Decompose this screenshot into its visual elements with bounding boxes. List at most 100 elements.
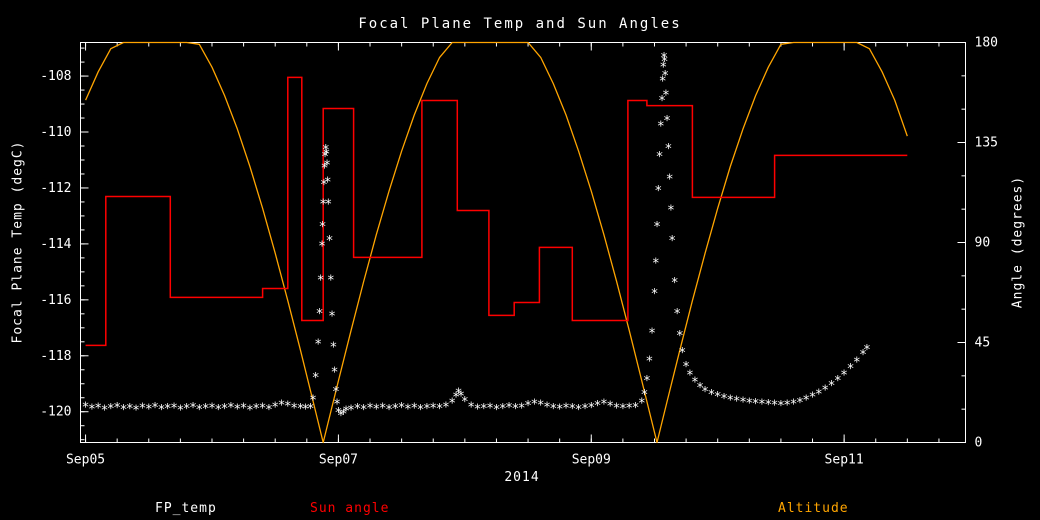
svg-text:*: * — [720, 392, 728, 407]
svg-text:*: * — [164, 402, 172, 417]
svg-text:*: * — [581, 402, 589, 417]
svg-text:*: * — [176, 403, 184, 418]
svg-text:*: * — [764, 398, 772, 413]
svg-text:*: * — [549, 402, 557, 417]
svg-text:Sep07: Sep07 — [319, 453, 358, 468]
svg-text:*: * — [659, 61, 667, 76]
svg-text:*: * — [326, 234, 334, 249]
svg-text:*: * — [233, 403, 241, 418]
svg-text:*: * — [333, 398, 341, 413]
svg-text:*: * — [613, 401, 621, 416]
svg-text:*: * — [714, 390, 722, 405]
svg-text:*: * — [530, 398, 538, 413]
svg-text:*: * — [332, 385, 340, 400]
svg-text:*: * — [329, 340, 337, 355]
svg-text:-118: -118 — [40, 349, 71, 364]
legend-sun-angle: Sun angle — [310, 501, 390, 516]
svg-text:*: * — [195, 403, 203, 418]
svg-text:*: * — [398, 401, 406, 416]
svg-text:*: * — [562, 401, 570, 416]
svg-text:*: * — [321, 150, 329, 165]
svg-text:*: * — [771, 399, 779, 414]
svg-text:*: * — [486, 401, 494, 416]
svg-text:*: * — [619, 402, 627, 417]
svg-text:*: * — [638, 396, 646, 411]
svg-text:*: * — [385, 403, 393, 418]
svg-text:*: * — [853, 356, 861, 371]
svg-text:*: * — [240, 402, 248, 417]
svg-text:90: 90 — [975, 236, 991, 251]
svg-text:*: * — [802, 394, 810, 409]
svg-text:*: * — [88, 403, 96, 418]
svg-text:*: * — [323, 159, 331, 174]
svg-text:45: 45 — [975, 336, 991, 351]
svg-text:*: * — [331, 366, 339, 381]
svg-text:*: * — [678, 346, 686, 361]
svg-text:*: * — [126, 402, 134, 417]
svg-text:*: * — [259, 401, 267, 416]
svg-text:*: * — [745, 396, 753, 411]
svg-text:*: * — [360, 403, 368, 418]
svg-text:*: * — [316, 307, 324, 322]
svg-text:*: * — [366, 401, 374, 416]
svg-text:*: * — [372, 403, 380, 418]
svg-text:*: * — [157, 403, 165, 418]
svg-text:*: * — [575, 403, 583, 418]
svg-text:*: * — [752, 397, 760, 412]
svg-text:*: * — [859, 348, 867, 363]
svg-text:*: * — [436, 402, 444, 417]
svg-text:*: * — [302, 403, 310, 418]
svg-text:*: * — [82, 401, 90, 416]
svg-text:*: * — [654, 184, 662, 199]
chart-title: Focal Plane Temp and Sun Angles — [358, 16, 682, 32]
tick-labels: Sep05 Sep07 Sep09 Sep11 -108 -110 -112 -114 -116… — [40, 36, 998, 468]
svg-text:Sep09: Sep09 — [572, 453, 611, 468]
svg-text:*: * — [324, 198, 332, 213]
svg-text:*: * — [278, 399, 286, 414]
svg-text:*: * — [663, 114, 671, 129]
svg-text:*: * — [821, 384, 829, 399]
svg-text:*: * — [660, 51, 668, 66]
left-axis-label: Focal Plane Temp (degC) — [10, 140, 26, 344]
svg-text:*: * — [809, 391, 817, 406]
svg-text:*: * — [347, 403, 355, 418]
svg-text:*: * — [321, 161, 329, 176]
svg-text:*: * — [518, 402, 526, 417]
sun-angle-series — [85, 76, 908, 347]
svg-text:*: * — [758, 398, 766, 413]
svg-text:*: * — [543, 401, 551, 416]
svg-text:*: * — [113, 401, 121, 416]
svg-text:*: * — [271, 401, 279, 416]
svg-text:*: * — [863, 343, 871, 358]
svg-text:0: 0 — [975, 436, 983, 451]
svg-text:*: * — [834, 374, 842, 389]
svg-text:*: * — [667, 203, 675, 218]
svg-text:*: * — [461, 395, 469, 410]
svg-text:*: * — [452, 391, 460, 406]
svg-text:*: * — [334, 406, 342, 421]
svg-text:*: * — [828, 379, 836, 394]
svg-text:*: * — [505, 401, 513, 416]
svg-text:*: * — [297, 402, 305, 417]
svg-text:*: * — [696, 381, 704, 396]
altitude-series — [85, 41, 908, 444]
svg-text:*: * — [189, 401, 197, 416]
svg-text:*: * — [170, 401, 178, 416]
svg-text:*: * — [342, 405, 350, 420]
svg-text:*: * — [457, 389, 465, 404]
svg-text:*: * — [661, 69, 669, 84]
svg-text:*: * — [317, 273, 325, 288]
svg-text:*: * — [423, 402, 431, 417]
svg-text:*: * — [739, 396, 747, 411]
svg-text:*: * — [625, 402, 633, 417]
svg-text:*: * — [448, 396, 456, 411]
svg-text:*: * — [455, 387, 463, 402]
svg-text:*: * — [214, 403, 222, 418]
svg-text:180: 180 — [975, 36, 998, 51]
svg-text:135: 135 — [975, 136, 998, 151]
svg-text:*: * — [312, 371, 320, 386]
x-axis-label: 2014 — [504, 470, 540, 485]
svg-text:*: * — [686, 368, 694, 383]
svg-text:*: * — [594, 399, 602, 414]
